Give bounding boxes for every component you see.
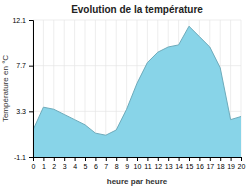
x-tick: 15	[186, 157, 194, 170]
y-axis-line	[29, 21, 34, 158]
x-tick-label: 8	[115, 163, 119, 170]
y-tick: 12.1	[12, 17, 33, 24]
x-tick-mark	[147, 157, 148, 161]
x-tick: 9	[125, 157, 129, 170]
y-tick-label: 3.3	[16, 108, 26, 115]
x-tick-mark	[95, 157, 96, 161]
x-tick: 7	[104, 157, 108, 170]
x-tick-label: 19	[227, 163, 235, 170]
x-tick-mark	[43, 157, 44, 161]
x-tick: 19	[227, 157, 235, 170]
x-tick-mark	[189, 157, 190, 161]
x-tick-label: 3	[63, 163, 67, 170]
y-tick: 3.3	[16, 108, 33, 115]
x-tick-mark	[75, 157, 76, 161]
x-tick-mark	[85, 157, 86, 161]
x-tick-label: 14	[175, 163, 183, 170]
x-tick-mark	[241, 157, 242, 161]
x-tick: 0	[32, 157, 36, 170]
x-tick-label: 11	[144, 163, 151, 170]
x-tick-label: 1	[42, 163, 46, 170]
x-tick-label: 4	[73, 163, 77, 170]
x-tick-label: 15	[186, 163, 194, 170]
y-tick-label: -1.1	[14, 154, 26, 161]
y-tick-mark	[29, 20, 33, 21]
x-tick: 10	[134, 157, 142, 170]
x-tick-mark	[210, 157, 211, 161]
chart-container: 01234567891011121314151617181920-1.13.37…	[0, 0, 250, 188]
y-tick: -1.1	[14, 154, 33, 161]
x-tick-label: 9	[125, 163, 129, 170]
x-tick: 17	[206, 157, 214, 170]
line	[33, 26, 241, 135]
y-axis: -1.1 3.3 7.7 12.1	[12, 17, 33, 161]
x-tick-label: 12	[154, 163, 162, 170]
x-tick-label: 5	[84, 163, 88, 170]
x-axis: 01234567891011121314151617181920	[32, 157, 246, 170]
x-tick: 8	[115, 157, 119, 170]
y-axis-label: Température en °C	[1, 55, 10, 122]
y-tick-label: 7.7	[16, 62, 26, 69]
x-tick-label: 0	[32, 163, 36, 170]
x-tick-label: 20	[238, 163, 246, 170]
x-tick-label: 17	[206, 163, 214, 170]
y-tick-mark	[29, 157, 33, 158]
title: Evolution de la température	[71, 4, 203, 15]
x-tick: 13	[165, 157, 173, 170]
x-tick-label: 6	[94, 163, 98, 170]
x-tick-mark	[168, 157, 169, 161]
chart-svg: 01234567891011121314151617181920-1.13.37…	[0, 0, 250, 188]
x-tick: 18	[217, 157, 225, 170]
x-tick-label: 18	[217, 163, 225, 170]
x-tick: 2	[52, 157, 56, 170]
x-tick-mark	[179, 157, 180, 161]
x-tick-label: 13	[165, 163, 173, 170]
x-tick: 6	[94, 157, 98, 170]
x-tick-mark	[64, 157, 65, 161]
x-tick-mark	[158, 157, 159, 161]
y-tick-mark	[29, 111, 33, 112]
x-tick-label: 2	[52, 163, 56, 170]
x-tick: 1	[42, 157, 46, 170]
y-tick: 7.7	[16, 62, 33, 69]
y-tick-label: 12.1	[12, 17, 26, 24]
x-tick: 4	[73, 157, 77, 170]
x-tick: 11	[144, 157, 151, 170]
x-tick: 3	[63, 157, 67, 170]
x-tick-mark	[231, 157, 232, 161]
x-tick-label: 10	[134, 163, 142, 170]
x-tick: 12	[154, 157, 162, 170]
x-tick-mark	[116, 157, 117, 161]
x-tick-mark	[137, 157, 138, 161]
x-tick: 20	[238, 157, 246, 170]
x-tick-mark	[220, 157, 221, 161]
x-tick-label: 7	[104, 163, 108, 170]
x-tick-label: 16	[196, 163, 204, 170]
x-tick: 16	[196, 157, 204, 170]
area	[33, 26, 241, 157]
x-tick: 14	[175, 157, 183, 170]
x-axis-line	[34, 158, 242, 162]
y-tick-mark	[29, 66, 33, 67]
x-tick: 5	[84, 157, 88, 170]
x-tick-mark	[106, 157, 107, 161]
x-tick-mark	[54, 157, 55, 161]
grid	[33, 20, 241, 157]
x-axis-label: heure par heure	[107, 177, 168, 186]
x-tick-mark	[199, 157, 200, 161]
plot-area	[33, 26, 241, 157]
x-tick-mark	[127, 157, 128, 161]
